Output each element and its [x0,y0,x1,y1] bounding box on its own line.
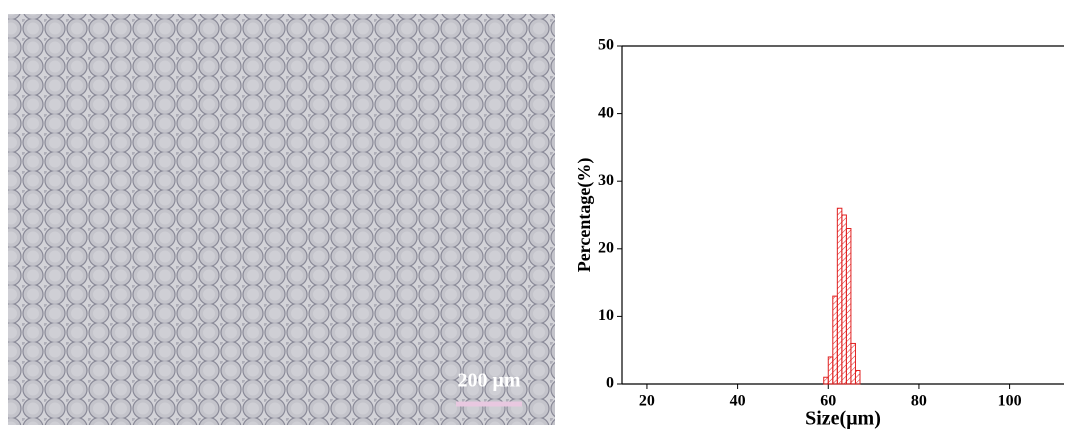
x-tick-label: 20 [639,393,655,410]
bar [836,207,843,385]
y-tick-label: 40 [598,104,614,121]
bar [850,342,856,385]
scale-bar-label: 200 μm [458,370,521,392]
x-tick-label: 40 [730,393,746,410]
bar [827,356,834,385]
x-axis-label: Size(μm) [805,408,881,430]
bar [845,228,852,385]
y-tick-label: 0 [606,375,614,392]
y-tick-label: 20 [598,239,614,256]
x-tick-label: 100 [998,393,1022,410]
y-tick-label: 30 [598,172,614,189]
bar [854,369,861,385]
y-tick-label: 10 [598,307,614,324]
bar [832,295,838,385]
micrograph [8,14,555,425]
bar [841,214,847,385]
bar [823,376,829,385]
x-tick-label: 80 [911,393,927,410]
x-tick-label: 60 [820,393,836,410]
y-tick-label: 50 [598,37,614,54]
y-axis-label: Percentage(%) [574,158,595,273]
